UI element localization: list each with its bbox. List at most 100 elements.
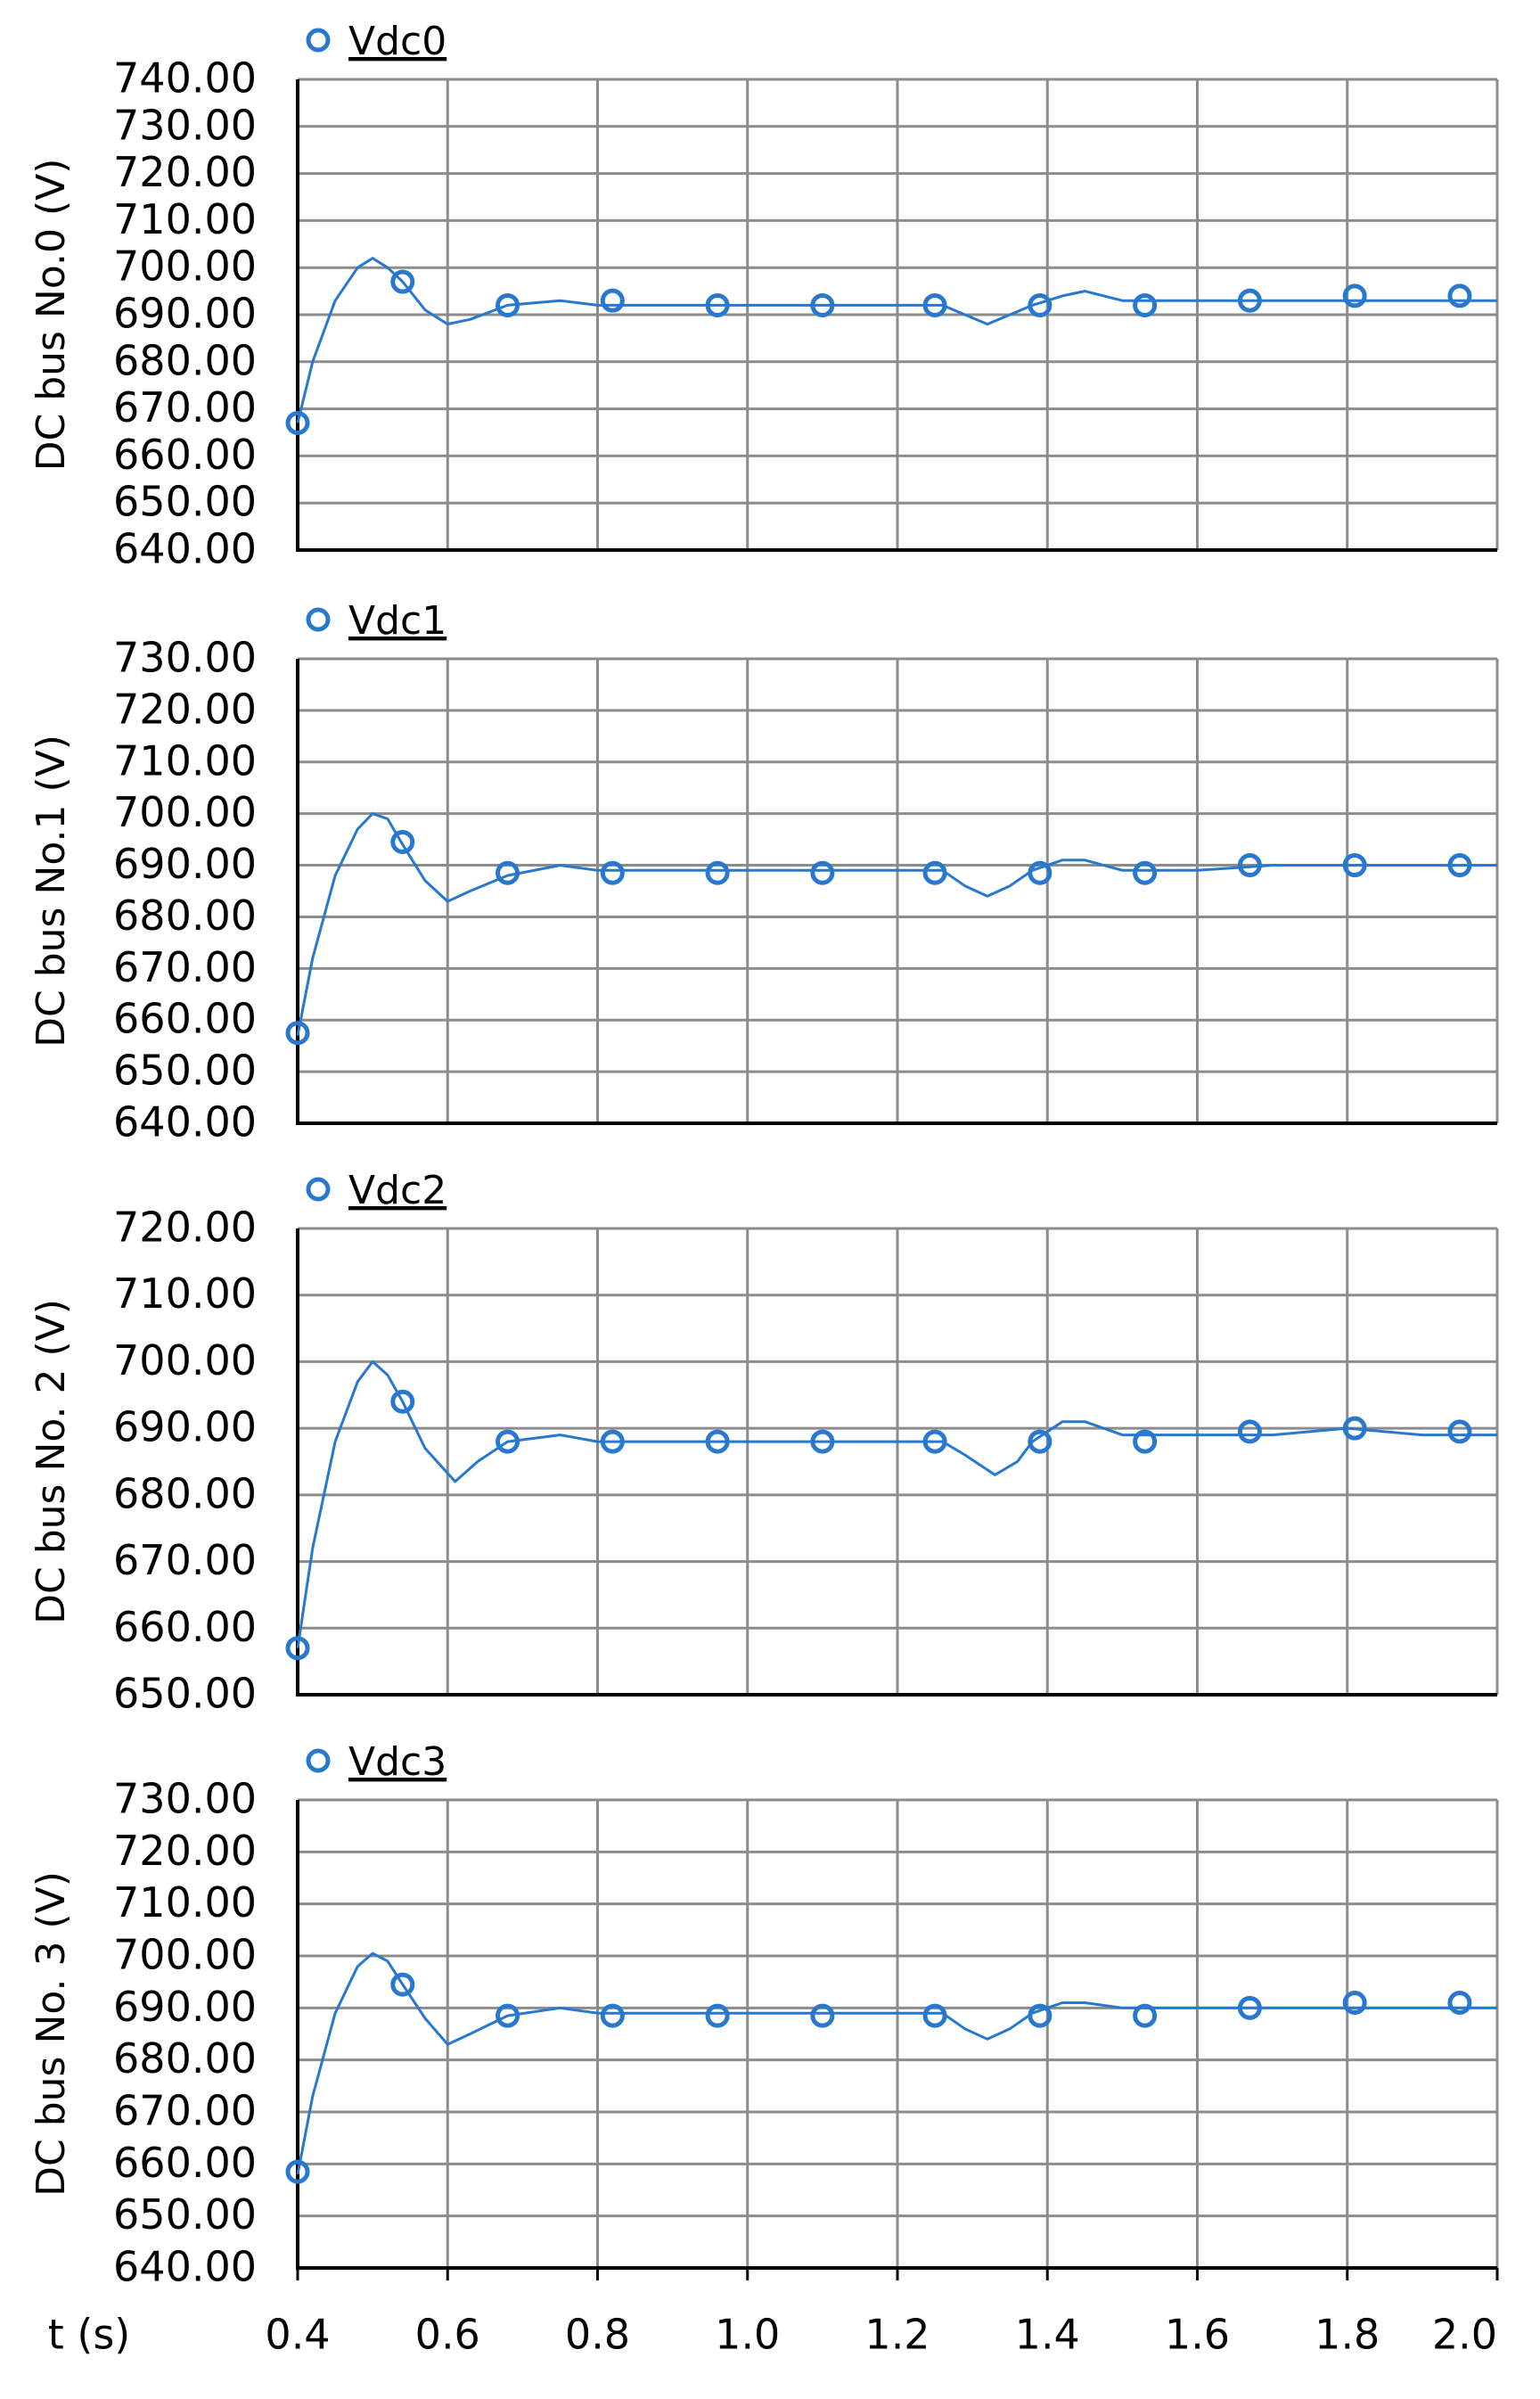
series-marker (922, 292, 947, 317)
y-axis-label: DC bus No. 3 (V) (29, 1871, 74, 2197)
y-tick-label: 660.00 (113, 1603, 257, 1651)
series-marker (390, 1972, 415, 1997)
y-tick-label: 700.00 (113, 242, 257, 291)
series-marker (1342, 853, 1367, 878)
series-marker (1237, 288, 1262, 313)
y-tick-label: 680.00 (113, 1469, 257, 1517)
y-tick-label: 660.00 (113, 431, 257, 479)
x-tick-label: 1.6 (1165, 2311, 1230, 2359)
y-tick-label: 690.00 (113, 290, 257, 338)
y-tick-label: 650.00 (113, 2190, 257, 2239)
legend-marker (306, 28, 331, 53)
y-tick-label: 710.00 (113, 736, 257, 785)
series-marker (285, 1021, 310, 1046)
x-tick-label: 2.0 (1432, 2311, 1497, 2359)
x-tick-label: 0.8 (565, 2311, 630, 2359)
y-tick-label: 670.00 (113, 943, 257, 991)
y-tick-label: 710.00 (113, 1878, 257, 1927)
y-axis-label: DC bus No.1 (V) (29, 735, 74, 1048)
series-marker (1133, 1429, 1158, 1454)
y-tick-label: 710.00 (113, 1269, 257, 1318)
y-tick-label: 650.00 (113, 478, 257, 526)
series-marker (1133, 292, 1158, 317)
x-tick-label: 1.8 (1315, 2311, 1380, 2359)
series-marker (496, 1429, 520, 1454)
y-axis-label: DC bus No. 2 (V) (29, 1299, 74, 1624)
series-marker (1133, 2003, 1158, 2028)
series-marker (390, 1389, 415, 1414)
series-marker (1447, 283, 1472, 308)
y-tick-label: 720.00 (113, 148, 257, 196)
series-marker (1447, 1991, 1472, 2015)
y-tick-label: 690.00 (113, 840, 257, 888)
legend-marker (306, 607, 331, 632)
series-marker (1342, 283, 1367, 308)
y-tick-label: 640.00 (113, 1098, 257, 1146)
series-marker (496, 292, 520, 317)
series-marker (1447, 1419, 1472, 1444)
y-tick-label: 650.00 (113, 1670, 257, 1718)
series-marker (1237, 1419, 1262, 1444)
y-tick-label: 700.00 (113, 1336, 257, 1384)
y-tick-label: 700.00 (113, 1931, 257, 1979)
series-marker (600, 1429, 625, 1454)
series-marker (810, 2003, 835, 2028)
series-marker (705, 860, 730, 885)
legend-label: Vdc1 (348, 598, 446, 644)
x-tick-label: 0.4 (265, 2311, 330, 2359)
y-tick-label: 670.00 (113, 2087, 257, 2135)
series-marker (285, 1636, 310, 1661)
series-marker (1133, 860, 1158, 885)
series-marker (705, 292, 730, 317)
y-tick-label: 650.00 (113, 1047, 257, 1095)
y-tick-label: 680.00 (113, 891, 257, 940)
series-marker (705, 1429, 730, 1454)
x-tick-label: 0.6 (415, 2311, 480, 2359)
series-marker (810, 292, 835, 317)
y-tick-label: 710.00 (113, 195, 257, 243)
legend-marker (306, 1177, 331, 1202)
series-marker (705, 2003, 730, 2028)
series-marker (600, 860, 625, 885)
legend-label: Vdc0 (348, 19, 446, 64)
series-marker (1342, 1416, 1367, 1441)
y-tick-label: 720.00 (113, 1204, 257, 1252)
y-tick-label: 730.00 (113, 634, 257, 682)
y-tick-label: 690.00 (113, 1983, 257, 2031)
y-tick-label: 720.00 (113, 685, 257, 733)
series-marker (496, 860, 520, 885)
y-tick-label: 680.00 (113, 336, 257, 384)
y-tick-label: 720.00 (113, 1827, 257, 1875)
series-line (296, 1951, 1497, 2175)
series-marker (390, 830, 415, 855)
series-marker (1028, 292, 1053, 317)
y-tick-label: 640.00 (113, 525, 257, 573)
series-marker (810, 860, 835, 885)
legend-label: Vdc2 (348, 1168, 446, 1213)
series-marker (1342, 1991, 1367, 2015)
y-tick-label: 730.00 (113, 101, 257, 149)
legend-label: Vdc3 (348, 1739, 446, 1785)
y-tick-label: 670.00 (113, 383, 257, 431)
x-tick-label: 1.0 (715, 2311, 780, 2359)
series-marker (1028, 2003, 1053, 2028)
y-tick-label: 660.00 (113, 2139, 257, 2187)
y-tick-label: 690.00 (113, 1403, 257, 1451)
x-tick-label: 1.2 (864, 2311, 930, 2359)
y-tick-label: 700.00 (113, 788, 257, 836)
series-marker (1237, 1995, 1262, 2020)
series-marker (285, 2159, 310, 2184)
series-marker (810, 1429, 835, 1454)
y-tick-label: 730.00 (113, 1775, 257, 1823)
series-marker (496, 2003, 520, 2028)
series-marker (390, 269, 415, 294)
x-axis-label: t (s) (48, 2311, 131, 2359)
y-tick-label: 740.00 (113, 54, 257, 103)
series-marker (600, 288, 625, 313)
series-marker (1028, 860, 1053, 885)
series-marker (285, 410, 310, 435)
legend-marker (306, 1748, 331, 1773)
series-marker (1028, 1429, 1053, 1454)
series-marker (1237, 853, 1262, 878)
